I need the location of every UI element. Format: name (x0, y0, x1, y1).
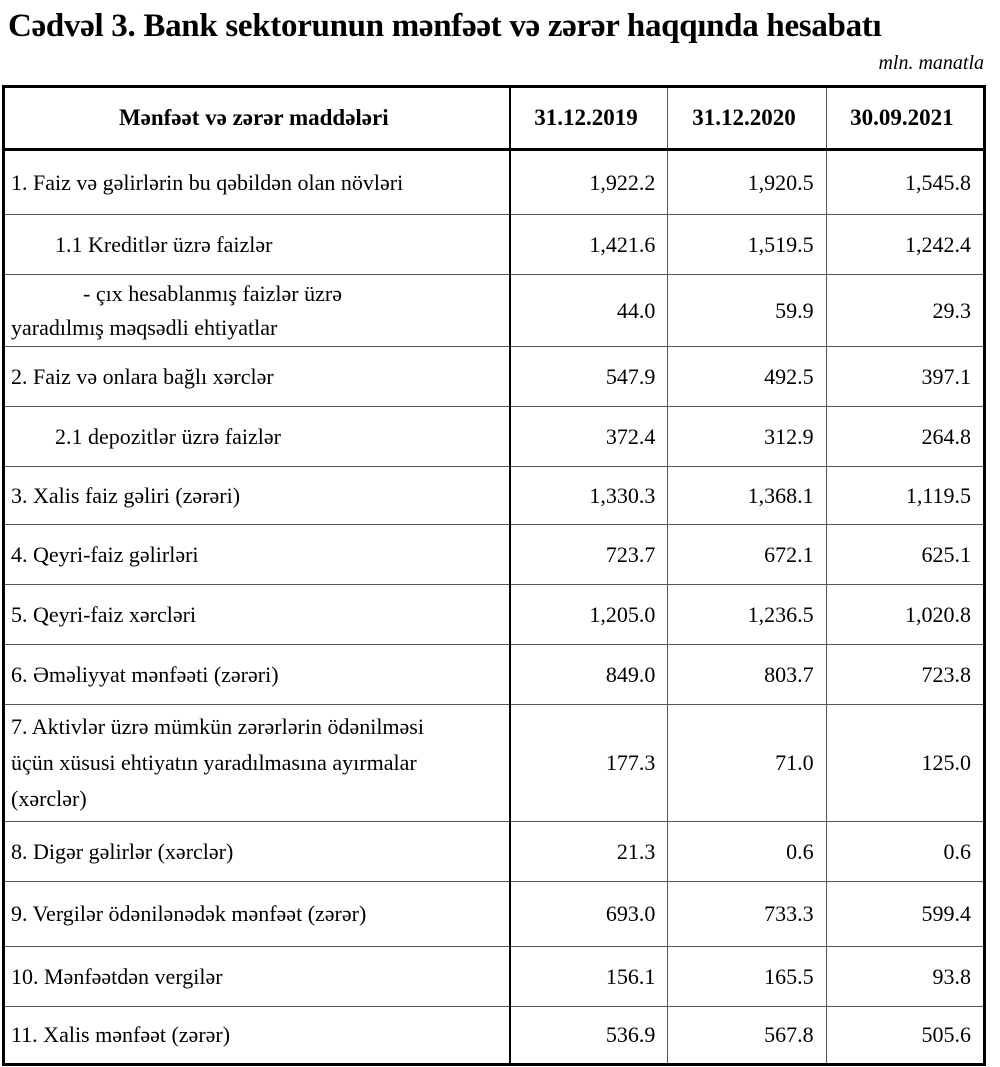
cell-value: 1,922.2 (509, 149, 669, 215)
cell-value: 397.1 (825, 346, 986, 407)
cell-value: 1,236.5 (667, 584, 827, 645)
profit-loss-table: Mənfəət və zərər maddələri 31.12.2019 31… (2, 85, 986, 1066)
row-label: 10. Mənfəətdən vergilər (2, 946, 511, 1007)
cell-value: 165.5 (667, 946, 827, 1007)
table-row: 2.1 depozitlər üzrə faizlər 372.4 312.9 264… (2, 406, 986, 467)
cell-value: 492.5 (667, 346, 827, 407)
table-row: 7. Aktivlər üzrə mümkün zərərlərin ödəni… (2, 704, 986, 822)
row-label-line1: - çıx hesablanmış faizlər üzrə (83, 280, 342, 306)
row-label: 5. Qeyri-faiz xərcləri (2, 584, 511, 645)
row-label: 11. Xalis mənfəət (zərər) (2, 1006, 511, 1065)
row-label-line2: yaradılmış məqsədli ehtiyatlar (11, 314, 278, 340)
unit-label: mln. manatla (878, 52, 984, 74)
row-label: - çıx hesablanmış faizlər üzrə yaradılmış… (2, 274, 511, 347)
table-row: 3. Xalis faiz gəliri (zərəri) 1,330.3 1,36… (2, 466, 986, 525)
cell-value: 1,205.0 (509, 584, 669, 645)
cell-value: 1,020.8 (825, 584, 986, 645)
row-label: 1. Faiz və gəlirlərin bu qəbildən olan n… (2, 149, 511, 215)
cell-value: 71.0 (667, 704, 827, 822)
cell-value: 177.3 (509, 704, 669, 822)
table-row: 6. Əməliyyat mənfəəti (zərəri) 849.0 803.7… (2, 644, 986, 705)
table-row: 9. Vergilər ödənilənədək mənfəət (zərər)… (2, 881, 986, 947)
header-row: Mənfəət və zərər maddələri 31.12.2019 31… (2, 86, 986, 151)
cell-value: 1,242.4 (825, 214, 986, 275)
cell-value: 1,421.6 (509, 214, 669, 275)
row-label: 4. Qeyri-faiz gəlirləri (2, 524, 511, 585)
header-items: Mənfəət və zərər maddələri (2, 86, 511, 151)
cell-value: 625.1 (825, 524, 986, 585)
row-label: 2.1 depozitlər üzrə faizlər (2, 406, 511, 467)
cell-value: 1,545.8 (825, 149, 986, 215)
cell-value: 59.9 (667, 274, 827, 347)
row-label: 3. Xalis faiz gəliri (zərəri) (2, 466, 511, 525)
cell-value: 1,368.1 (667, 466, 827, 525)
table-row: 5. Qeyri-faiz xərcləri 1,205.0 1,236.5 1,02… (2, 584, 986, 645)
cell-value: 29.3 (825, 274, 986, 347)
cell-value: 849.0 (509, 644, 669, 705)
header-2019: 31.12.2019 (509, 86, 669, 151)
cell-value: 264.8 (825, 406, 986, 467)
cell-value: 803.7 (667, 644, 827, 705)
cell-value: 723.7 (509, 524, 669, 585)
row-label: 6. Əməliyyat mənfəəti (zərəri) (2, 644, 511, 705)
table-row: 1.1 Kreditlər üzrə faizlər 1,421.6 1,519.5… (2, 214, 986, 275)
cell-value: 536.9 (509, 1006, 669, 1065)
cell-value: 723.8 (825, 644, 986, 705)
table-row: 8. Digər gəlirlər (xərclər) 21.3 0.6 0.6 (2, 821, 986, 882)
row-label: 8. Digər gəlirlər (xərclər) (2, 821, 511, 882)
header-2020: 31.12.2020 (667, 86, 827, 151)
header-2021: 30.09.2021 (825, 86, 986, 151)
cell-value: 547.9 (509, 346, 669, 407)
cell-value: 156.1 (509, 946, 669, 1007)
cell-value: 1,920.5 (667, 149, 827, 215)
cell-value: 312.9 (667, 406, 827, 467)
cell-value: 21.3 (509, 821, 669, 882)
cell-value: 0.6 (825, 821, 986, 882)
cell-value: 733.3 (667, 881, 827, 947)
row-label: 9. Vergilər ödənilənədək mənfəət (zərər) (2, 881, 511, 947)
row-label: 7. Aktivlər üzrə mümkün zərərlərin ödəni… (2, 704, 511, 822)
cell-value: 1,330.3 (509, 466, 669, 525)
cell-value: 567.8 (667, 1006, 827, 1065)
row-label: 2. Faiz və onlara bağlı xərclər (2, 346, 511, 407)
row-label: 1.1 Kreditlər üzrə faizlər (2, 214, 511, 275)
table-row: 2. Faiz və onlara bağlı xərclər 547.9 492.… (2, 346, 986, 407)
cell-value: 0.6 (667, 821, 827, 882)
cell-value: 1,119.5 (825, 466, 986, 525)
table-row: - çıx hesablanmış faizlər üzrə yaradılmış… (2, 274, 986, 347)
cell-value: 1,519.5 (667, 214, 827, 275)
cell-value: 44.0 (509, 274, 669, 347)
table-row: 11. Xalis mənfəət (zərər) 536.9 567.8 505.6 (2, 1006, 986, 1065)
cell-value: 693.0 (509, 881, 669, 947)
cell-value: 505.6 (825, 1006, 986, 1065)
cell-value: 125.0 (825, 704, 986, 822)
table-row: 4. Qeyri-faiz gəlirləri 723.7 672.1 625.1 (2, 524, 986, 585)
table-row: 1. Faiz və gəlirlərin bu qəbildən olan n… (2, 149, 986, 215)
cell-value: 599.4 (825, 881, 986, 947)
cell-value: 672.1 (667, 524, 827, 585)
table-title: Cədvəl 3. Bank sektorunun mənfəət və zər… (8, 8, 882, 44)
cell-value: 93.8 (825, 946, 986, 1007)
table-row: 10. Mənfəətdən vergilər 156.1 165.5 93.8 (2, 946, 986, 1007)
cell-value: 372.4 (509, 406, 669, 467)
